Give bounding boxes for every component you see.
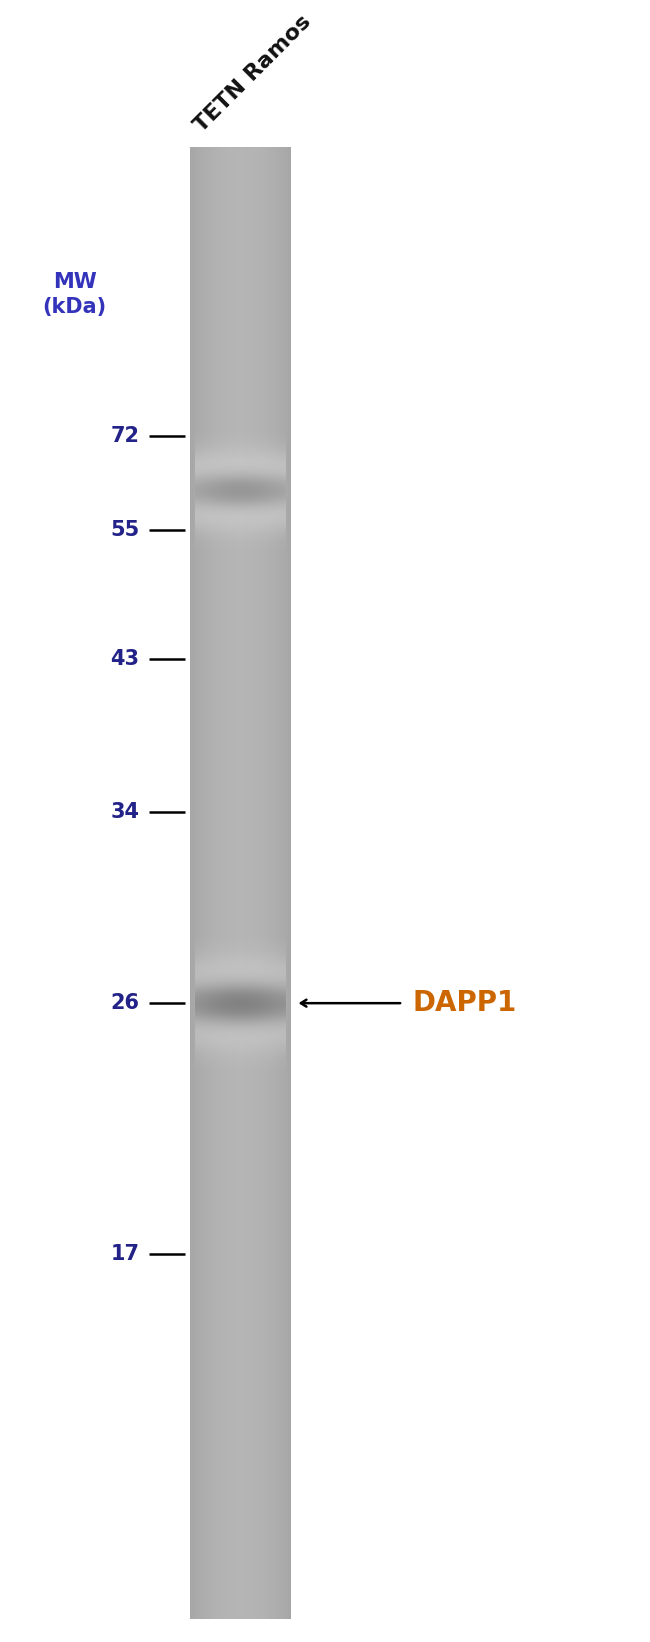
- Text: 34: 34: [111, 803, 139, 823]
- Text: 72: 72: [111, 427, 139, 447]
- Text: DAPP1: DAPP1: [413, 988, 517, 1016]
- Text: 55: 55: [110, 521, 139, 540]
- Text: 17: 17: [111, 1243, 139, 1264]
- Text: 26: 26: [111, 993, 139, 1013]
- Text: TETN Ramos: TETN Ramos: [190, 11, 315, 136]
- Text: 43: 43: [111, 649, 139, 668]
- Text: MW
(kDa): MW (kDa): [43, 273, 107, 317]
